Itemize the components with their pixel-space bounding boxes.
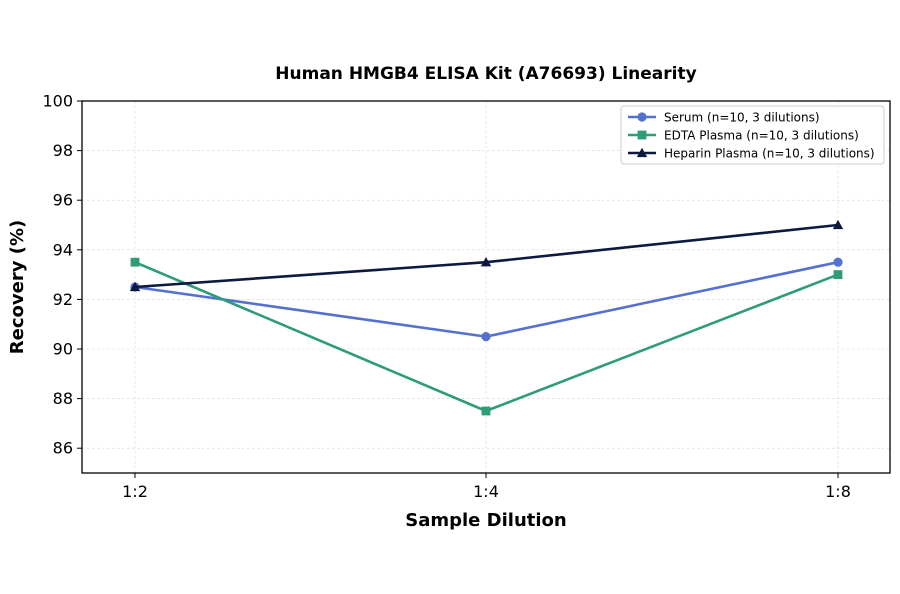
data-point: [481, 332, 491, 342]
legend-marker: [636, 147, 648, 158]
y-tick-label: 88: [53, 389, 73, 408]
y-tick-label: 86: [53, 439, 73, 458]
legend: Serum (n=10, 3 dilutions) EDTA Plasma (n=…: [620, 105, 885, 165]
y-tick-label: 92: [53, 290, 73, 309]
legend-entry: EDTA Plasma (n=10, 3 dilutions): [628, 129, 859, 143]
x-tick-label: 1:8: [825, 482, 851, 501]
x-tick-label: 1:4: [473, 482, 499, 501]
series-layer: [129, 219, 844, 416]
series-1: [130, 257, 843, 416]
data-point: [833, 270, 843, 279]
y-tick-label: 90: [53, 340, 73, 359]
y-axis-label: Recovery (%): [7, 220, 28, 354]
series-line: [134, 223, 839, 289]
data-point: [832, 219, 844, 230]
legend-marker: [637, 112, 647, 122]
y-tick-label: 100: [42, 92, 73, 111]
data-point: [129, 281, 141, 292]
legend-marker: [637, 130, 647, 140]
legend-entry: Heparin Plasma (n=10, 3 dilutions): [628, 147, 875, 161]
data-point: [833, 257, 843, 267]
chart-title: Human HMGB4 ELISA Kit (A76693) Linearity: [275, 64, 696, 84]
y-tick-label: 96: [53, 191, 73, 210]
series-2: [129, 219, 844, 292]
y-tick-label: 94: [53, 240, 73, 259]
data-point: [480, 257, 492, 267]
data-point: [130, 257, 140, 267]
x-axis-label: Sample Dilution: [405, 510, 566, 531]
axis-ticks: 86 88 90 92 94 96 98 100 1:2 1:4 1:8: [42, 92, 850, 502]
legend-label: Heparin Plasma (n=10, 3 dilutions): [664, 147, 875, 161]
legend-box: [620, 105, 885, 165]
x-tick-label: 1:2: [122, 482, 148, 501]
legend-label: Serum (n=10, 3 dilutions): [664, 111, 820, 125]
y-tick-label: 98: [53, 141, 73, 160]
legend-entry: Serum (n=10, 3 dilutions): [628, 111, 820, 125]
legend-label: EDTA Plasma (n=10, 3 dilutions): [664, 129, 859, 143]
data-point: [481, 406, 491, 416]
